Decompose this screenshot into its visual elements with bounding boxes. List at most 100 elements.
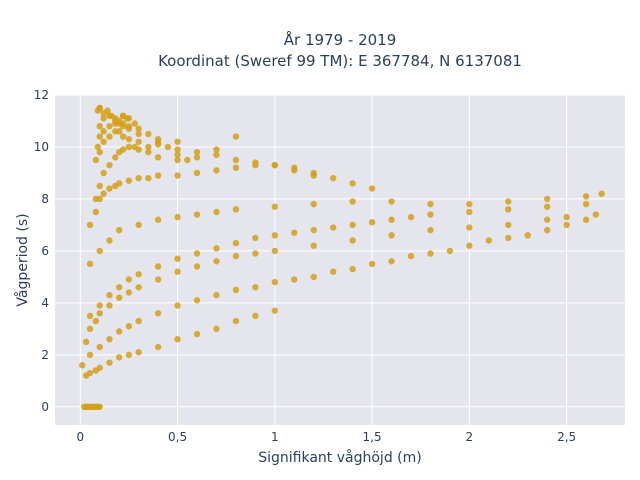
scatter-point — [174, 213, 181, 221]
scatter-point — [106, 161, 113, 169]
scatter-point — [125, 143, 133, 151]
y-tick-label: 4 — [41, 296, 49, 310]
scatter-point — [505, 234, 512, 242]
scatter-point — [92, 195, 100, 203]
scatter-point — [125, 177, 133, 184]
scatter-point — [135, 146, 142, 153]
scatter-point — [106, 291, 113, 299]
scatter-point — [106, 122, 113, 130]
scatter-point — [106, 359, 113, 366]
scatter-point — [131, 120, 138, 127]
scatter-point — [291, 167, 298, 174]
scatter-point — [446, 247, 454, 255]
scatter-point — [310, 226, 317, 234]
x-tick-label: 1 — [271, 430, 279, 444]
scatter-point — [115, 128, 123, 135]
scatter-point — [466, 200, 473, 208]
scatter-point — [104, 107, 111, 114]
scatter-point — [115, 294, 123, 301]
scatter-point — [310, 242, 317, 249]
scatter-point — [232, 239, 240, 247]
scatter-point — [135, 221, 142, 229]
scatter-point — [310, 200, 317, 208]
scatter-point — [213, 258, 220, 265]
scatter-point — [86, 312, 94, 320]
scatter-point — [271, 161, 279, 169]
scatter-point — [582, 216, 590, 223]
scatter-point — [427, 250, 434, 257]
scatter-point — [115, 354, 123, 361]
chart-title-line1: År 1979 - 2019 — [284, 30, 397, 49]
y-tick-label: 10 — [34, 140, 49, 154]
scatter-point — [154, 263, 162, 270]
scatter-point — [466, 208, 473, 216]
scatter-point — [427, 200, 434, 208]
y-axis-label: Vågperiod (s) — [14, 213, 31, 306]
scatter-point — [174, 172, 181, 179]
scatter-point — [252, 284, 259, 291]
scatter-point — [154, 154, 162, 161]
scatter-point — [96, 122, 103, 130]
scatter-point — [291, 229, 298, 236]
scatter-point — [485, 237, 493, 244]
scatter-point — [135, 284, 142, 291]
scatter-point — [125, 289, 133, 296]
scatter-point — [123, 115, 131, 122]
scatter-point — [125, 122, 133, 130]
scatter-point — [193, 169, 201, 177]
scatter-point — [174, 151, 181, 158]
scatter-points — [79, 104, 605, 411]
scatter-point — [543, 226, 551, 234]
scatter-point — [252, 250, 259, 257]
scatter-point — [96, 302, 103, 309]
y-axis-ticks: 0 2 4 6 8 10 12 — [34, 88, 49, 414]
scatter-point — [329, 224, 337, 231]
scatter-point — [94, 143, 101, 151]
scatter-point — [213, 245, 220, 252]
x-tick-label: 2 — [466, 430, 474, 444]
scatter-point — [154, 343, 162, 351]
scatter-point — [271, 232, 279, 239]
scatter-point — [96, 133, 103, 140]
scatter-point — [232, 164, 240, 171]
scatter-point — [232, 206, 240, 213]
scatter-point — [232, 252, 240, 260]
scatter-point — [125, 135, 133, 143]
scatter-point — [115, 226, 123, 234]
scatter-point — [82, 338, 90, 346]
chart-title-line2: Koordinat (Sweref 99 TM): E 367784, N 61… — [158, 52, 522, 70]
x-tick-label: 0,5 — [168, 430, 187, 444]
scatter-point — [291, 276, 298, 283]
scatter-point — [213, 167, 220, 174]
scatter-point — [106, 133, 113, 140]
y-tick-label: 0 — [41, 400, 49, 414]
scatter-point — [100, 169, 107, 177]
scatter-point — [388, 198, 395, 205]
scatter-point — [232, 286, 240, 294]
scatter-point — [100, 138, 107, 145]
scatter-point — [106, 185, 113, 192]
scatter-point — [174, 138, 181, 145]
scatter-point — [154, 135, 162, 143]
scatter-point — [349, 237, 356, 244]
scatter-point — [427, 211, 434, 218]
scatter-point — [193, 330, 201, 338]
scatter-point — [232, 317, 240, 325]
scatter-point — [271, 203, 279, 210]
scatter-point — [213, 291, 220, 299]
scatter-point — [92, 156, 100, 164]
scatter-point — [466, 242, 473, 249]
scatter-point — [174, 336, 181, 343]
scatter-point — [96, 403, 103, 411]
scatter-point — [86, 325, 94, 333]
scatter-point — [154, 276, 162, 283]
scatter-point — [427, 226, 434, 234]
scatter-point — [193, 263, 201, 270]
scatter-point — [592, 211, 600, 218]
scatter-point — [174, 156, 181, 164]
scatter-point — [174, 146, 181, 153]
scatter-point — [252, 159, 259, 166]
scatter-point — [115, 284, 123, 291]
scatter-point — [135, 125, 142, 132]
scatter-point — [582, 193, 590, 200]
